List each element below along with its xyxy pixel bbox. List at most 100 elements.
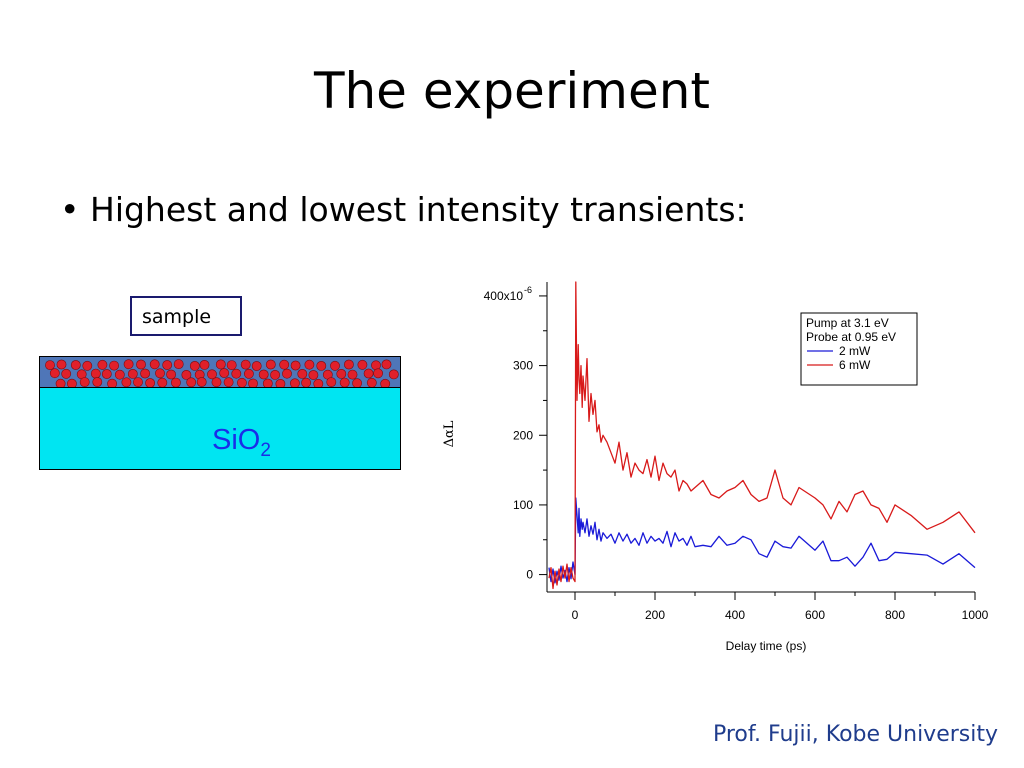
nanoparticle bbox=[308, 370, 319, 380]
bullet-text: Highest and lowest intensity transients: bbox=[90, 190, 747, 229]
nanoparticle bbox=[109, 360, 119, 371]
nanoparticle bbox=[127, 368, 138, 379]
nanoparticle-dots bbox=[45, 359, 399, 387]
y-axis-label: ΔαL bbox=[442, 420, 457, 447]
substrate-label-subscript: 2 bbox=[260, 439, 271, 461]
sample-label: sample bbox=[142, 306, 212, 328]
nanoparticle bbox=[140, 368, 150, 379]
nanoparticle bbox=[381, 359, 392, 370]
nanoparticle bbox=[186, 377, 197, 387]
nanoparticle bbox=[316, 360, 327, 371]
nanoparticle bbox=[243, 368, 254, 379]
series-line-1 bbox=[548, 497, 976, 584]
nanoparticle bbox=[251, 361, 262, 371]
footer-credit: Prof. Fujii, Kobe University bbox=[712, 722, 998, 747]
nanoparticle bbox=[101, 369, 112, 379]
nanoparticle bbox=[55, 378, 66, 387]
nanoparticle bbox=[237, 377, 247, 387]
nanoparticle bbox=[171, 377, 181, 387]
bullet-item: • Highest and lowest intensity transients… bbox=[60, 190, 747, 229]
nanoparticle bbox=[145, 378, 155, 387]
nanoparticle bbox=[67, 378, 77, 387]
x-tick-label: 400 bbox=[725, 608, 745, 622]
nanoparticle bbox=[79, 377, 90, 387]
nanoparticle bbox=[343, 359, 354, 370]
nanoparticle bbox=[121, 377, 132, 387]
x-tick-label: 200 bbox=[645, 608, 665, 622]
nanoparticle bbox=[219, 368, 230, 378]
x-tick-label: 1000 bbox=[962, 608, 989, 622]
y-tick-exponent: -6 bbox=[524, 285, 532, 295]
nanoparticle bbox=[231, 368, 242, 379]
nanoparticle bbox=[265, 359, 276, 370]
series-line-2 bbox=[548, 281, 976, 590]
nanoparticle bbox=[136, 359, 146, 370]
bullet-dot: • bbox=[60, 190, 80, 229]
transient-chart: 0 100 200 300 400x10 -6 0 200 400 600 800 1000 Delay… bbox=[442, 281, 989, 653]
nanoparticle-layer bbox=[39, 356, 401, 388]
nanoparticle bbox=[363, 368, 374, 379]
nanoparticle bbox=[380, 378, 391, 387]
nanoparticle bbox=[211, 377, 222, 387]
nanoparticle bbox=[275, 379, 286, 387]
y-tick-label: 200 bbox=[513, 428, 533, 442]
nanoparticle bbox=[282, 368, 292, 379]
nanoparticle bbox=[215, 359, 226, 370]
nanoparticle bbox=[92, 377, 103, 387]
nanoparticle bbox=[223, 377, 234, 387]
nanoparticle bbox=[155, 368, 165, 379]
slide-title: The experiment bbox=[313, 62, 711, 120]
nanoparticle bbox=[326, 377, 337, 387]
nanoparticle bbox=[290, 378, 300, 387]
nanoparticle bbox=[107, 378, 117, 387]
nanoparticle bbox=[226, 360, 237, 371]
nanoparticle bbox=[114, 369, 125, 380]
nanoparticle bbox=[82, 360, 93, 371]
nanoparticle bbox=[290, 360, 301, 371]
nanoparticle bbox=[330, 360, 340, 371]
nanoparticle bbox=[90, 368, 101, 379]
nanoparticle bbox=[162, 360, 173, 370]
nanoparticle bbox=[304, 359, 315, 370]
nanoparticle bbox=[149, 359, 160, 370]
nanoparticle bbox=[199, 360, 210, 370]
nanoparticle bbox=[166, 369, 177, 380]
nanoparticle bbox=[97, 359, 108, 370]
nanoparticle bbox=[258, 369, 269, 380]
nanoparticle bbox=[181, 369, 192, 380]
nanoparticle bbox=[56, 359, 67, 370]
nanoparticle bbox=[49, 368, 60, 379]
nanoparticle bbox=[371, 360, 381, 371]
nanoparticle bbox=[262, 378, 273, 387]
substrate-label-text: SiO bbox=[212, 424, 261, 456]
y-tick-label: 0 bbox=[526, 568, 533, 582]
y-tick-label: 100 bbox=[513, 498, 533, 512]
x-tick-label: 800 bbox=[885, 608, 905, 622]
nanoparticle bbox=[70, 360, 81, 370]
nanoparticle bbox=[352, 378, 362, 387]
legend-box bbox=[800, 312, 918, 386]
nanoparticle bbox=[373, 368, 383, 379]
nanoparticle bbox=[248, 378, 258, 387]
nanoparticle bbox=[301, 377, 311, 387]
nanoparticle bbox=[347, 369, 358, 380]
nanoparticle bbox=[270, 369, 280, 380]
x-axis-label: Delay time (ps) bbox=[726, 639, 807, 653]
chart-axes: 0 100 200 300 400x10 -6 0 200 400 600 800 1000 Delay… bbox=[442, 282, 989, 653]
nanoparticle bbox=[123, 359, 134, 370]
sample-label-box: sample bbox=[130, 296, 242, 336]
nanoparticle bbox=[366, 377, 377, 387]
nanoparticle bbox=[297, 368, 308, 379]
y-tick-label-top: 400x10 bbox=[484, 289, 524, 303]
nanoparticle bbox=[313, 378, 324, 387]
nanoparticle bbox=[45, 360, 55, 371]
nanoparticle bbox=[189, 360, 200, 371]
nanoparticle bbox=[173, 359, 184, 369]
legend-header-line: Pump at 3.1 eV bbox=[806, 316, 889, 330]
chart-series bbox=[548, 281, 976, 590]
nanoparticle bbox=[279, 359, 290, 370]
y-tick-label: 300 bbox=[513, 359, 533, 373]
nanoparticle bbox=[196, 377, 207, 387]
nanoparticle bbox=[336, 368, 347, 379]
